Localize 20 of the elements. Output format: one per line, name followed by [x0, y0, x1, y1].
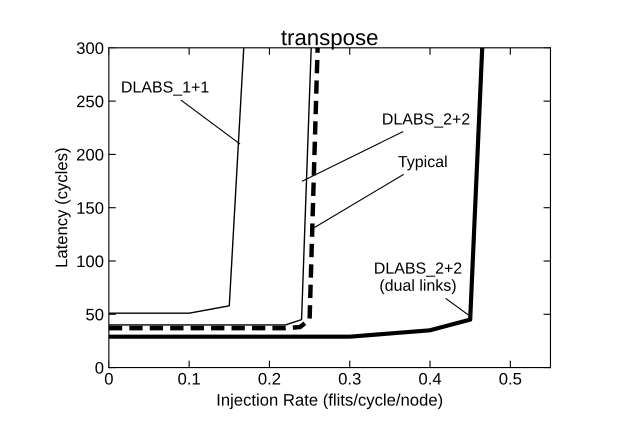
- annotation: DLABS_2+2: [383, 113, 470, 128]
- x-axis-title: Injection Rate (flits/cycle/node): [218, 394, 442, 410]
- y-tick-label: 150: [77, 202, 104, 214]
- x-tick-label: 0.5: [499, 372, 522, 385]
- annotation: DLABS_1+1: [122, 81, 208, 96]
- y-tick-label: 300: [76, 42, 104, 54]
- annotation: Typical: [398, 156, 447, 170]
- y-tick-label: 100: [77, 255, 104, 268]
- y-tick-label: 200: [77, 148, 104, 161]
- y-tick-label: 50: [86, 308, 104, 320]
- annotation: DLABS_2+2 (dual links): [375, 262, 462, 294]
- y-axis-title: Latency (cycles): [55, 148, 71, 267]
- x-tick-label: 0: [104, 372, 113, 385]
- x-tick-label: 0.2: [258, 372, 280, 385]
- x-tick-label: 0.4: [419, 372, 442, 385]
- x-tick-label: 0.3: [338, 372, 361, 385]
- x-tick-label: 0.1: [178, 372, 200, 385]
- y-tick-label: 250: [77, 96, 104, 108]
- chart-title: transpose: [281, 30, 378, 50]
- y-tick-label: 0: [95, 362, 104, 374]
